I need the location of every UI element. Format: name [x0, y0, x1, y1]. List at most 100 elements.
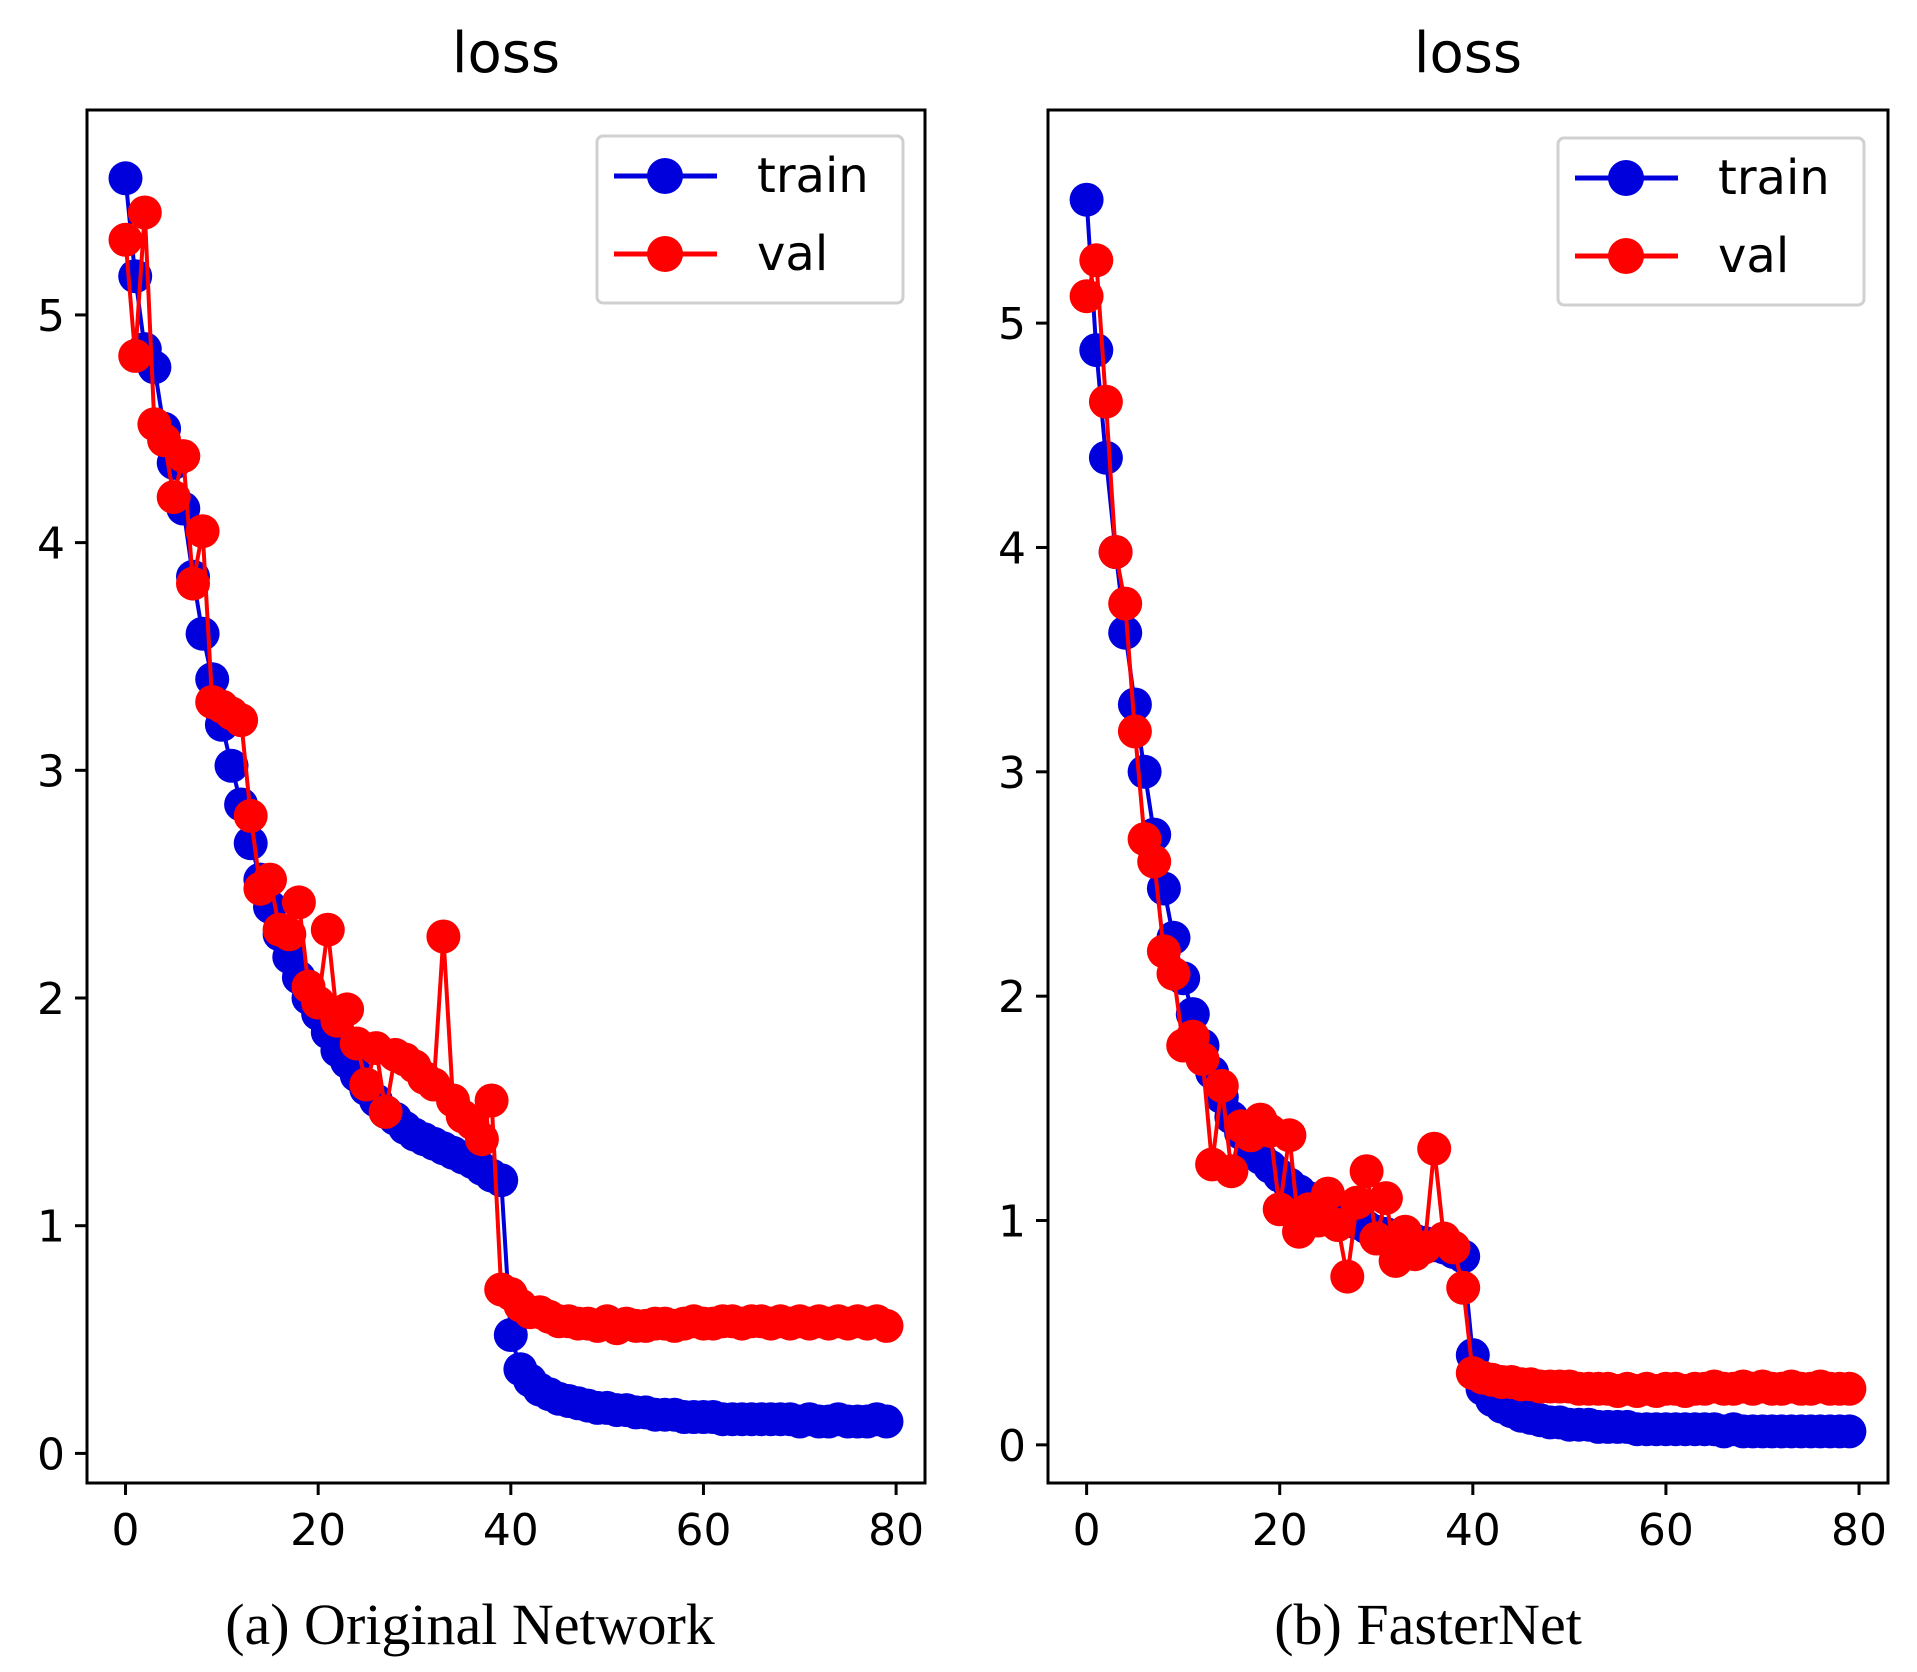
data-point-val — [176, 566, 210, 601]
y-tick-label: 4 — [37, 519, 65, 570]
x-tick-label: 0 — [1073, 1505, 1101, 1556]
plot-area — [108, 161, 904, 1439]
data-point-val — [1214, 1154, 1249, 1189]
axes-frame — [1046, 108, 1890, 1485]
data-point-val — [233, 798, 268, 833]
data-point-val — [1088, 384, 1123, 419]
legend-label-train: train — [757, 148, 869, 204]
data-point-val — [1417, 1131, 1452, 1166]
data-point-val — [1137, 844, 1172, 879]
x-tick-label: 60 — [1638, 1505, 1694, 1556]
data-point-train — [1117, 687, 1152, 722]
data-point-val — [1320, 1208, 1355, 1242]
data-point-val — [185, 514, 220, 549]
x-tick-label: 0 — [112, 1505, 140, 1556]
data-point-val — [426, 919, 461, 954]
data-point-val — [1098, 535, 1133, 569]
data-point-val — [1368, 1181, 1403, 1216]
y-tick-label: 4 — [998, 523, 1026, 574]
data-point-val — [330, 992, 365, 1027]
data-point-train — [1069, 182, 1104, 217]
axes-frame — [85, 108, 927, 1485]
y-tick-label: 5 — [37, 291, 65, 342]
data-point-val — [1156, 956, 1191, 991]
data-point-val — [464, 1122, 499, 1157]
data-point-val — [1436, 1230, 1471, 1265]
data-point-train — [1832, 1414, 1867, 1449]
chart-title: loss — [452, 21, 560, 86]
y-tick-label: 3 — [998, 748, 1026, 799]
data-point-val — [1349, 1154, 1384, 1189]
x-tick-label: 60 — [675, 1505, 731, 1556]
data-point-train — [1088, 440, 1123, 475]
data-point-val — [166, 439, 201, 474]
x-tick-label: 40 — [1445, 1505, 1501, 1556]
data-point-val — [368, 1094, 403, 1129]
y-tick-label: 2 — [37, 974, 65, 1025]
data-point-val — [1311, 1176, 1345, 1211]
data-point-val — [108, 222, 143, 257]
chart-caption: (b) FasterNet — [1274, 1592, 1582, 1657]
data-point-val — [281, 885, 316, 920]
legend: train val — [595, 134, 905, 305]
data-point-val — [349, 1067, 384, 1102]
data-point-train — [869, 1404, 904, 1439]
legend-label-val: val — [1718, 228, 1789, 284]
data-point-val — [1069, 279, 1104, 314]
y-tick-label: 2 — [998, 972, 1026, 1023]
data-point-val — [1204, 1068, 1239, 1103]
legend: train val — [1556, 136, 1866, 307]
y-tick-label: 1 — [37, 1202, 65, 1253]
y-tick-label: 0 — [37, 1429, 65, 1480]
legend-marker-val — [647, 236, 683, 272]
legend-marker-train — [1608, 160, 1644, 196]
data-point-val — [1079, 243, 1114, 278]
data-point-train — [493, 1318, 528, 1352]
data-point-train — [108, 161, 143, 196]
x-tick-label: 80 — [1831, 1505, 1887, 1556]
data-point-val — [1117, 714, 1152, 749]
y-tick-label: 3 — [37, 746, 65, 797]
legend-marker-train — [647, 158, 683, 194]
series-line-val — [1084, 258, 1850, 1393]
legend-label-train: train — [1718, 150, 1830, 206]
data-point-val — [1108, 586, 1143, 621]
data-point-val — [1446, 1270, 1481, 1305]
data-point-val — [1359, 1221, 1394, 1256]
x-tick-label: 80 — [868, 1505, 924, 1556]
legend-marker-val — [1608, 238, 1644, 274]
plot-area — [1069, 182, 1867, 1449]
data-point-val — [1272, 1118, 1307, 1153]
data-point-val — [1832, 1371, 1867, 1406]
data-point-val — [310, 912, 345, 947]
data-point-train — [214, 748, 249, 783]
y-tick-label: 5 — [998, 299, 1026, 350]
data-point-val — [1330, 1259, 1365, 1294]
data-point-val — [869, 1308, 904, 1343]
data-point-val — [1262, 1192, 1297, 1227]
chart-caption: (a) Original Network — [225, 1592, 715, 1657]
data-point-train — [1127, 754, 1162, 789]
y-tick-label: 0 — [998, 1421, 1026, 1472]
chart-panel-b: loss (b) FasterNet 0 20 40 60 80 0 1 2 3 4 5 train val — [998, 21, 1890, 1657]
data-point-val — [224, 703, 259, 738]
data-point-val — [272, 917, 307, 952]
legend-label-val: val — [757, 226, 828, 282]
data-point-val — [156, 480, 191, 515]
data-point-val — [253, 862, 287, 897]
data-point-val — [1185, 1042, 1220, 1076]
data-point-train — [1108, 615, 1143, 650]
data-point-train — [185, 616, 220, 651]
y-tick-label: 1 — [998, 1197, 1026, 1248]
chart-title: loss — [1414, 21, 1522, 86]
data-point-train — [484, 1163, 519, 1198]
data-point-train — [233, 826, 268, 861]
x-tick-label: 20 — [1252, 1505, 1308, 1556]
data-point-val — [127, 195, 162, 230]
data-point-val — [474, 1083, 509, 1118]
data-point-val — [1340, 1185, 1374, 1220]
x-tick-label: 20 — [290, 1505, 346, 1556]
data-point-val — [118, 338, 153, 373]
x-tick-label: 40 — [483, 1505, 539, 1556]
